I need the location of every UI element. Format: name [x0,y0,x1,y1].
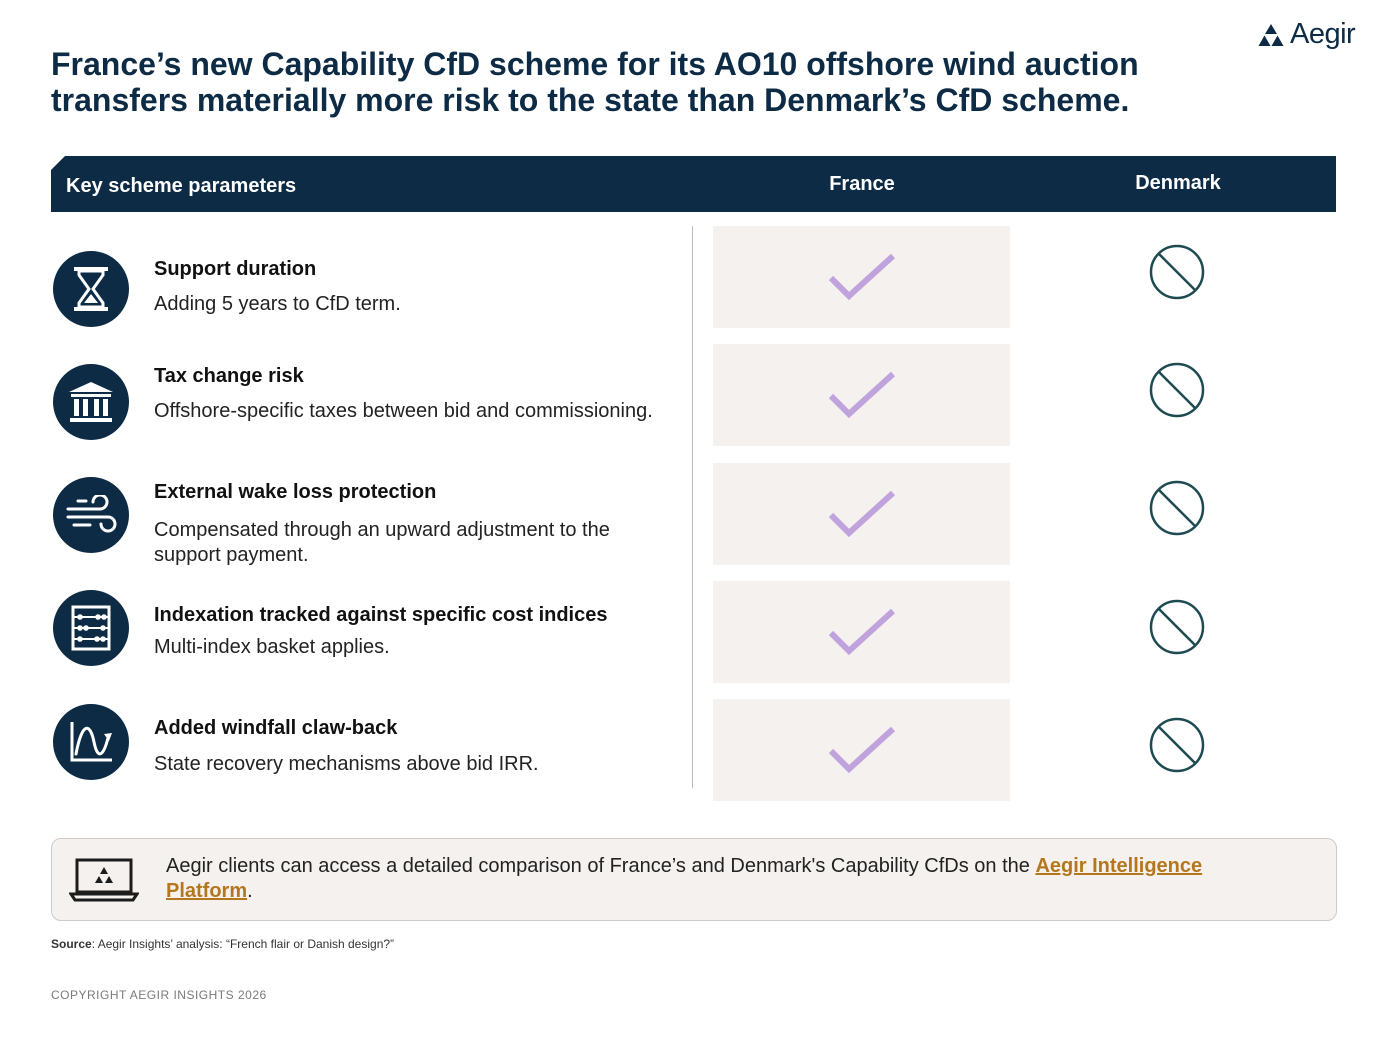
check-icon [828,608,895,656]
row-title: Indexation tracked against specific cost… [154,604,608,626]
table-header: Key scheme parameters France Denmark [51,156,1336,212]
not-applicable-icon [1148,598,1206,656]
row-title: Added windfall claw-back [154,717,398,739]
brand-name: Aegir [1290,18,1356,50]
row-description: Offshore-specific taxes between bid and … [154,400,653,422]
row-description: Adding 5 years to CfD term. [154,293,401,315]
title-line-1: France’s new Capability CfD scheme for i… [51,46,1139,82]
not-applicable-icon [1148,243,1206,301]
source-label: Source [51,937,92,951]
chart-curve-icon [53,704,129,780]
source-text: : Aegir Insights’ analysis: “French flai… [91,937,395,951]
row-title: Tax change risk [154,365,304,387]
callout-body: Aegir clients can access a detailed comp… [166,855,1036,877]
callout-suffix: . [247,880,253,902]
government-building-icon [53,364,129,440]
platform-callout: Aegir clients can access a detailed comp… [51,838,1337,921]
row-description: State recovery mechanisms above bid IRR. [154,753,539,775]
row-title: Support duration [154,258,317,280]
header-denmark: Denmark [1135,172,1221,194]
aegir-triangle-logo-icon [1258,23,1284,46]
france-cell [713,226,1010,328]
column-divider [692,226,693,788]
not-applicable-icon [1148,361,1206,419]
title-line-2: transfers materially more risk to the st… [51,82,1130,118]
check-icon [828,253,895,301]
check-icon [828,490,895,538]
france-cell [713,581,1010,683]
laptop-icon [68,858,140,907]
header-parameters: Key scheme parameters [66,175,297,197]
not-applicable-icon [1148,716,1206,774]
abacus-icon [53,590,129,666]
aegir-intelligence-platform-link[interactable]: Aegir Intelligence Platform [166,855,1203,902]
source-note: Source: Aegir Insights’ analysis: “Frenc… [51,937,394,951]
hourglass-icon [53,251,129,327]
check-icon [828,726,895,774]
row-description: Compensated through an upward adjustment… [154,519,610,566]
not-applicable-icon [1148,479,1206,537]
row-title: External wake loss protection [154,481,437,503]
row-description: Multi-index basket applies. [154,636,390,658]
callout-text: Aegir clients can access a detailed comp… [166,854,1286,904]
france-cell [713,699,1010,801]
aegir-logo: Aegir [1258,18,1356,51]
check-icon [828,371,895,419]
france-cell [713,463,1010,565]
wind-icon [53,477,129,553]
france-cell [713,344,1010,446]
page-title: France’s new Capability CfD scheme for i… [51,46,1231,118]
copyright: COPYRIGHT AEGIR INSIGHTS 2026 [51,988,267,1002]
header-france: France [829,173,895,195]
